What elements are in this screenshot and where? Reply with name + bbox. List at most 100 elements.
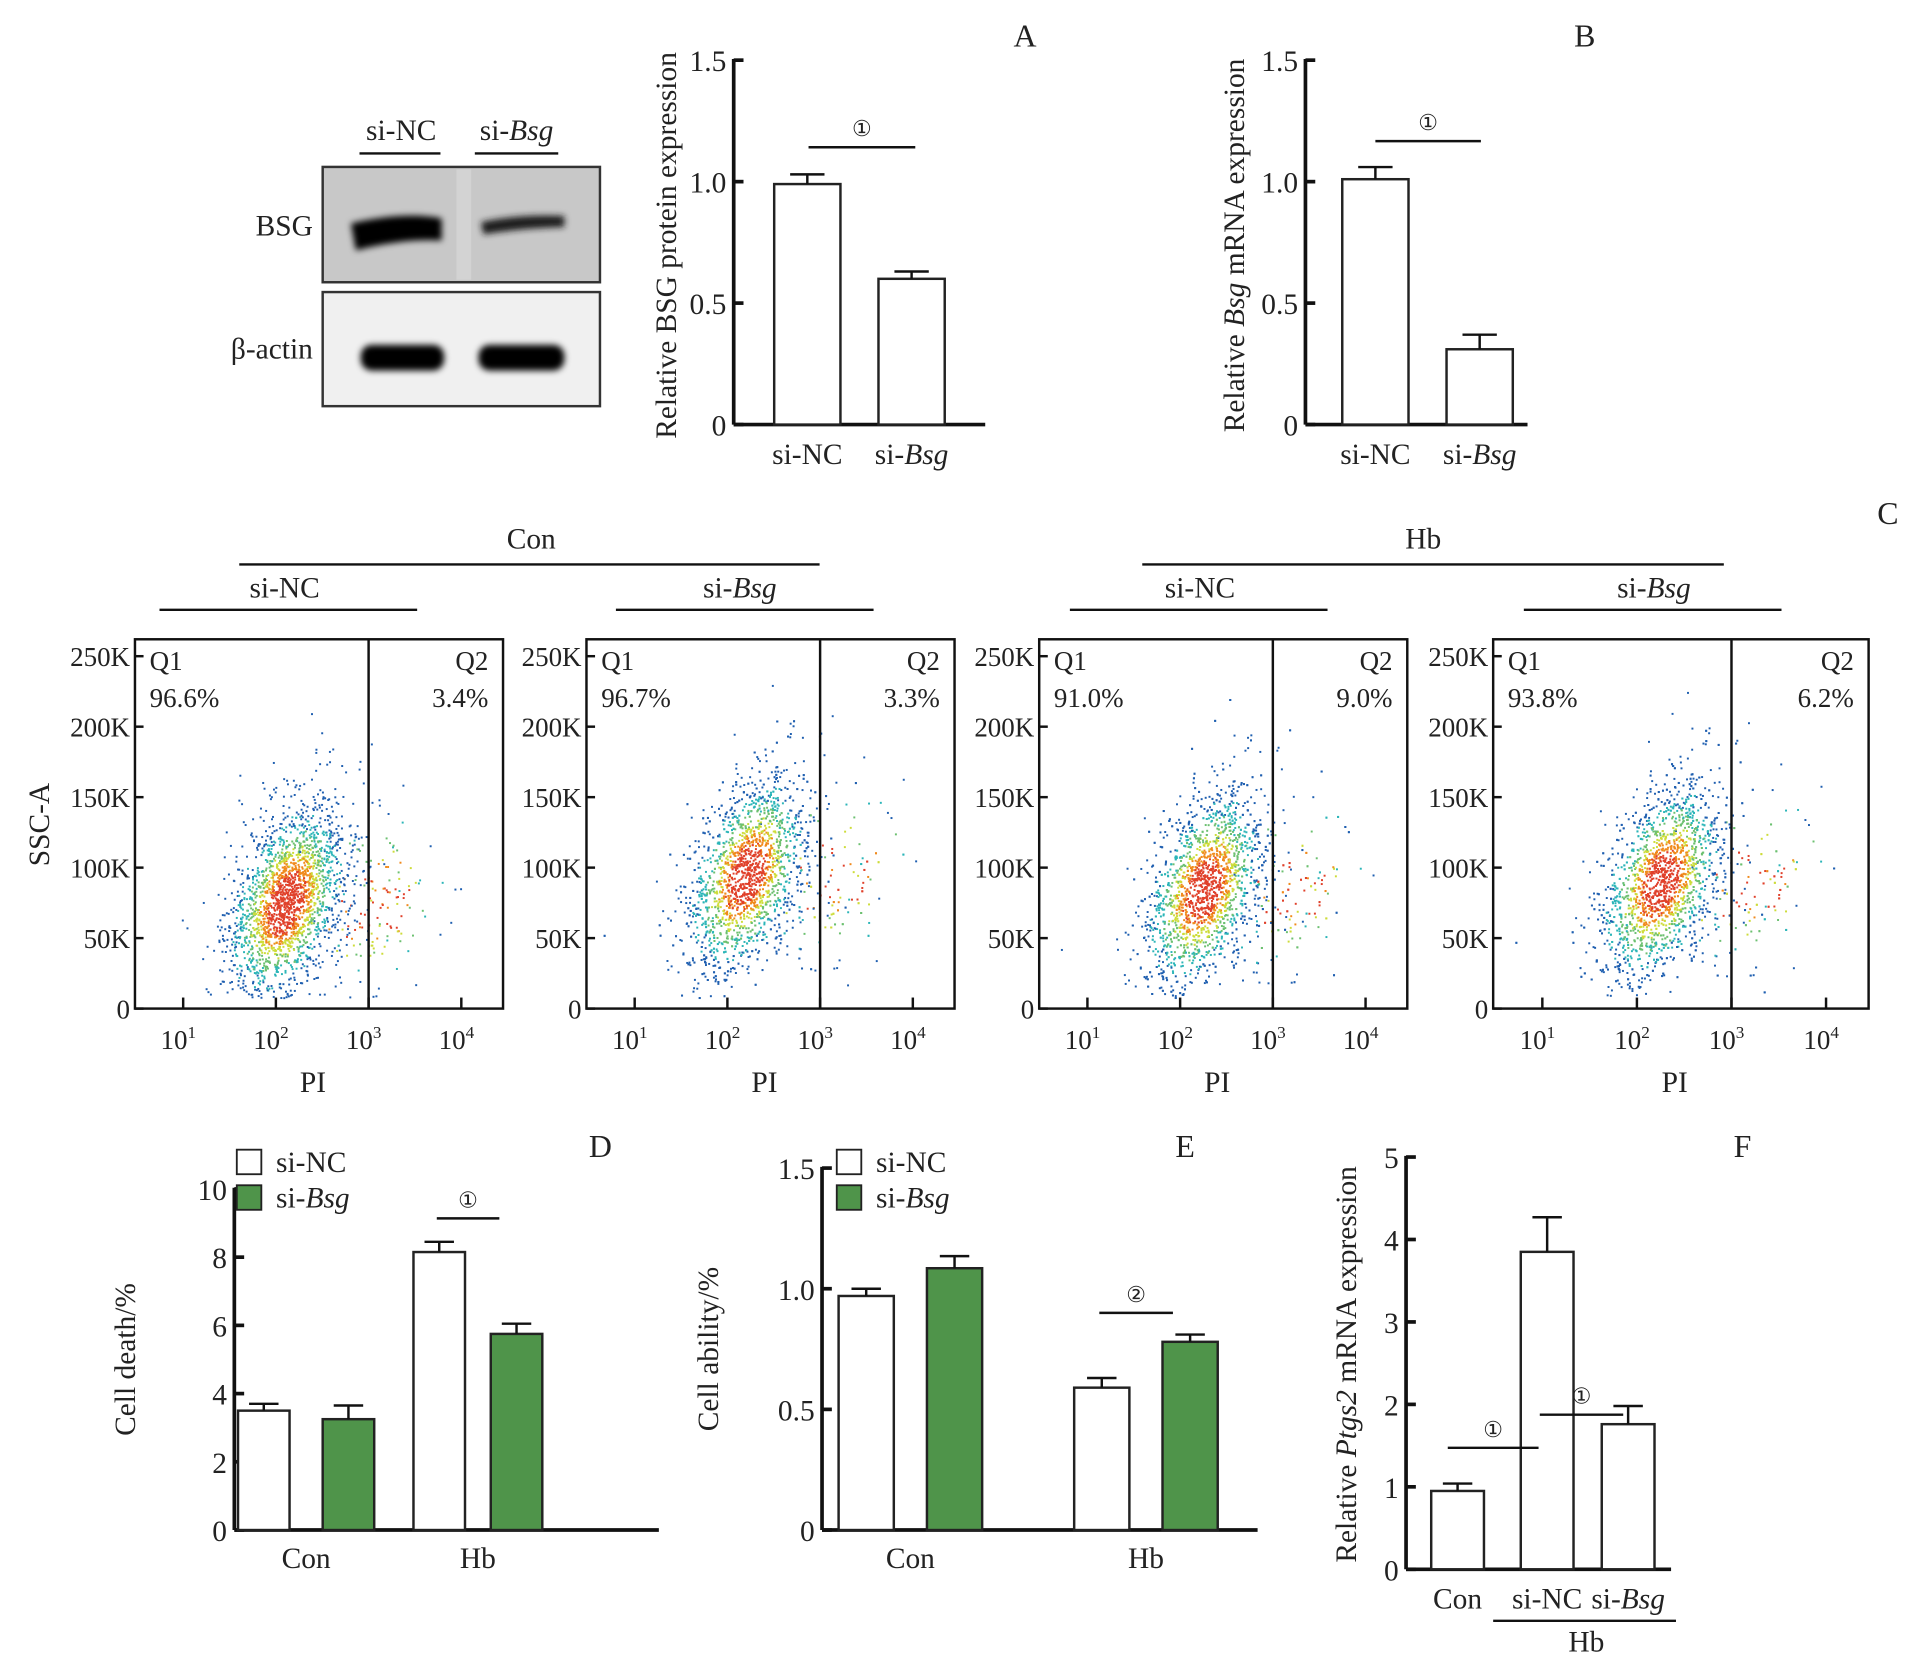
flow-event-dot bbox=[331, 950, 334, 953]
flow-event-dot bbox=[777, 822, 780, 825]
flow-event-dot bbox=[264, 890, 267, 893]
flow-event-dot bbox=[806, 855, 809, 858]
flow-event-dot bbox=[257, 871, 260, 874]
wb-band bbox=[350, 215, 442, 251]
flow-event-dot bbox=[757, 798, 760, 801]
flow-event-dot bbox=[239, 974, 242, 977]
flow-event-dot bbox=[299, 912, 302, 915]
flow-event-dot bbox=[319, 929, 322, 932]
flow-event-dot bbox=[681, 994, 684, 997]
flow-event-dot bbox=[703, 859, 706, 862]
flow-event-dot bbox=[309, 956, 312, 959]
flow-event-dot bbox=[233, 898, 236, 901]
flow-event-dot bbox=[299, 853, 302, 856]
flow-event-dot bbox=[789, 733, 792, 735]
flow-event-dot bbox=[743, 863, 746, 866]
flow-event-dot bbox=[775, 856, 778, 859]
flow-event-dot bbox=[242, 979, 245, 982]
flow-event-dot bbox=[776, 892, 779, 894]
flow-event-dot bbox=[793, 835, 796, 838]
flow-event-dot bbox=[769, 836, 772, 839]
flow-event-dot bbox=[307, 933, 310, 936]
flow-event-dot bbox=[679, 885, 682, 888]
flow-event-dot bbox=[338, 885, 341, 888]
flow-event-dot bbox=[798, 910, 801, 913]
flow-event-dot bbox=[332, 846, 334, 849]
flow-event-dot bbox=[292, 842, 295, 845]
flow-event-dot bbox=[764, 754, 767, 757]
flow-event-dot bbox=[303, 910, 306, 913]
flow-event-dot bbox=[693, 904, 696, 907]
flow-event-dot bbox=[312, 831, 315, 834]
flow-event-dot bbox=[309, 892, 312, 895]
flow-event-dot bbox=[318, 942, 321, 945]
flow-event-dot bbox=[256, 917, 259, 920]
flow-event-dot bbox=[230, 908, 233, 911]
flow-event-dot bbox=[792, 861, 795, 864]
flow-event-dot bbox=[253, 893, 256, 896]
flow-event-dot bbox=[722, 910, 725, 913]
flow-event-dot bbox=[737, 854, 740, 857]
flow-event-dot bbox=[383, 863, 386, 866]
flow-event-dot bbox=[340, 815, 343, 818]
y-tick-label: 200K bbox=[70, 712, 130, 742]
flow-event-dot bbox=[270, 865, 273, 868]
flow-event-dot bbox=[301, 816, 304, 819]
flow-event-dot bbox=[243, 914, 246, 917]
flow-event-dot bbox=[689, 909, 692, 912]
flow-event-dot bbox=[256, 950, 259, 953]
flow-event-dot bbox=[751, 908, 754, 911]
flow-event-dot bbox=[263, 952, 266, 955]
flow-event-dot bbox=[288, 865, 291, 868]
flow-event-dot bbox=[727, 863, 730, 866]
flow-event-dot bbox=[771, 847, 774, 850]
flow-event-dot bbox=[758, 824, 761, 827]
flow-event-dot bbox=[275, 873, 278, 876]
flow-event-dot bbox=[316, 808, 319, 811]
flow-event-dot bbox=[741, 871, 744, 874]
flow-event-dot bbox=[757, 878, 760, 881]
flow-event-dot bbox=[752, 939, 755, 942]
flow-event-dot bbox=[327, 888, 330, 891]
flow-event-dot bbox=[758, 835, 761, 838]
flow-event-dot bbox=[263, 964, 266, 967]
flow-event-dot bbox=[695, 941, 698, 944]
flow-event-dot bbox=[261, 933, 264, 936]
flow-event-dot bbox=[265, 901, 267, 904]
flow-event-dot bbox=[769, 795, 771, 798]
flow-event-dot bbox=[259, 816, 262, 819]
flow-event-dot bbox=[299, 945, 302, 948]
flow-event-dot bbox=[260, 971, 263, 974]
flow-event-dot bbox=[266, 860, 269, 863]
flow-event-dot bbox=[754, 924, 757, 927]
flow-event-dot bbox=[862, 881, 865, 884]
flow-event-dot bbox=[273, 830, 276, 833]
flow-event-dot bbox=[831, 852, 834, 854]
flow-event-dot bbox=[785, 768, 788, 771]
flow-event-dot bbox=[245, 942, 248, 945]
flow-event-dot bbox=[713, 900, 716, 903]
flow-event-dot bbox=[256, 974, 259, 977]
flow-event-dot bbox=[277, 856, 280, 859]
flow-event-dot bbox=[749, 860, 751, 863]
flow-event-dot bbox=[731, 842, 734, 845]
flow-event-dot bbox=[304, 825, 307, 828]
flow-event-dot bbox=[756, 756, 759, 759]
flow-event-dot bbox=[264, 925, 267, 928]
flow-event-dot bbox=[282, 843, 285, 846]
flow-event-dot bbox=[392, 846, 394, 849]
flow-event-dot bbox=[274, 904, 277, 907]
flow-event-dot bbox=[286, 884, 289, 887]
flow-event-dot bbox=[359, 980, 362, 983]
flow-event-dot bbox=[748, 939, 751, 942]
flow-event-dot bbox=[308, 834, 311, 837]
flow-event-dot bbox=[742, 865, 745, 868]
flow-event-dot bbox=[262, 875, 265, 878]
flow-event-dot bbox=[667, 917, 670, 920]
flow-event-dot bbox=[344, 852, 347, 855]
flow-event-dot bbox=[915, 860, 918, 863]
flow-event-dot bbox=[331, 925, 334, 928]
flow-event-dot bbox=[258, 954, 261, 957]
flow-event-dot bbox=[753, 833, 756, 835]
flow-event-dot bbox=[734, 846, 737, 848]
